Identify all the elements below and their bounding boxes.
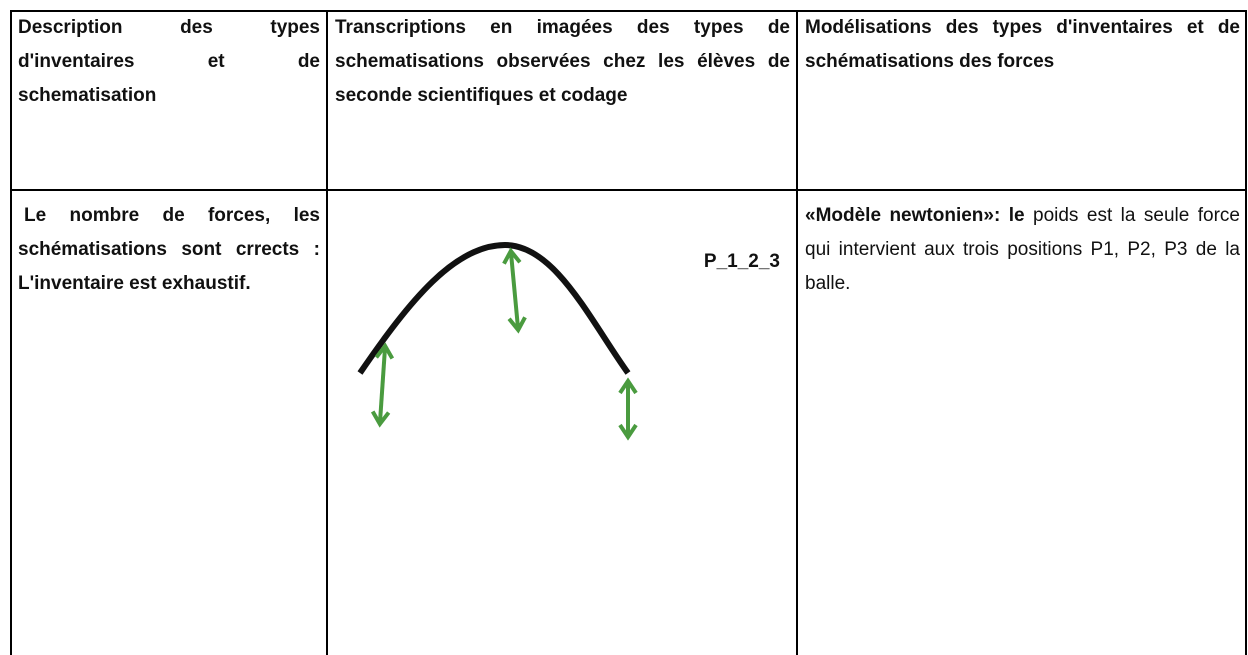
- header-cell: Transcriptions en imagées des types de s…: [335, 17, 790, 106]
- model-bold: «Modèle newtonien»: le: [805, 205, 1025, 226]
- model-cell: «Modèle newtonien»: le poids est la seul…: [805, 199, 1240, 301]
- column-border: [796, 10, 798, 655]
- force-arrow: [502, 247, 527, 334]
- border-right: [1245, 10, 1247, 655]
- border-top: [10, 10, 1247, 12]
- description-cell: Le nombre de forces, les schématisations…: [18, 205, 320, 294]
- trajectory-curve: [357, 241, 631, 375]
- column-border: [326, 10, 328, 655]
- code-label: P_1_2_3: [703, 251, 780, 272]
- border-left: [10, 10, 12, 655]
- header-cell: Modélisations des types d'inventaires et…: [805, 17, 1240, 72]
- model-text: poids est la seule force qui intervient …: [805, 205, 1240, 294]
- header-border: [10, 189, 1247, 191]
- header-cell: Description des types d'inventaires et d…: [18, 17, 320, 106]
- force-arrow: [370, 342, 395, 428]
